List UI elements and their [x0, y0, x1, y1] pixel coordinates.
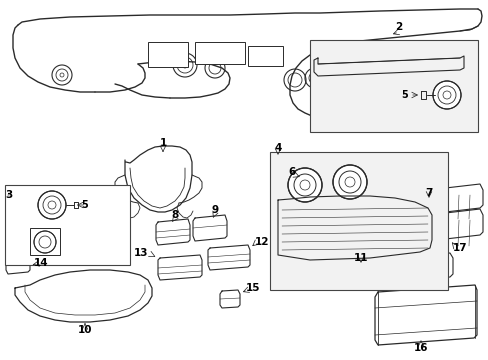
Text: 5: 5 [81, 200, 88, 210]
Text: 7: 7 [425, 188, 432, 198]
Bar [148, 42, 187, 67]
Text: 9: 9 [211, 205, 218, 215]
Bar [309, 40, 477, 132]
Text: 8: 8 [171, 210, 178, 220]
Text: 1: 1 [159, 138, 166, 148]
Text: 4: 4 [274, 143, 281, 153]
Text: 2: 2 [395, 22, 402, 32]
Bar [5, 185, 130, 265]
Text: 10: 10 [78, 325, 92, 335]
Circle shape [38, 191, 66, 219]
Text: 14: 14 [34, 258, 48, 268]
Bar [30, 228, 60, 255]
Circle shape [34, 231, 56, 253]
Circle shape [287, 168, 321, 202]
Circle shape [332, 165, 366, 199]
Text: 15: 15 [245, 283, 260, 293]
Text: 5: 5 [401, 90, 407, 100]
Text: 11: 11 [353, 253, 367, 263]
Text: 13: 13 [133, 248, 148, 258]
Bar [269, 152, 447, 290]
Text: 16: 16 [413, 343, 427, 353]
Text: 12: 12 [254, 237, 269, 247]
Text: 17: 17 [452, 243, 467, 253]
Text: 3: 3 [5, 190, 13, 200]
Circle shape [432, 81, 460, 109]
Bar [247, 46, 283, 66]
Bar [195, 42, 244, 64]
Text: 6: 6 [288, 167, 295, 177]
